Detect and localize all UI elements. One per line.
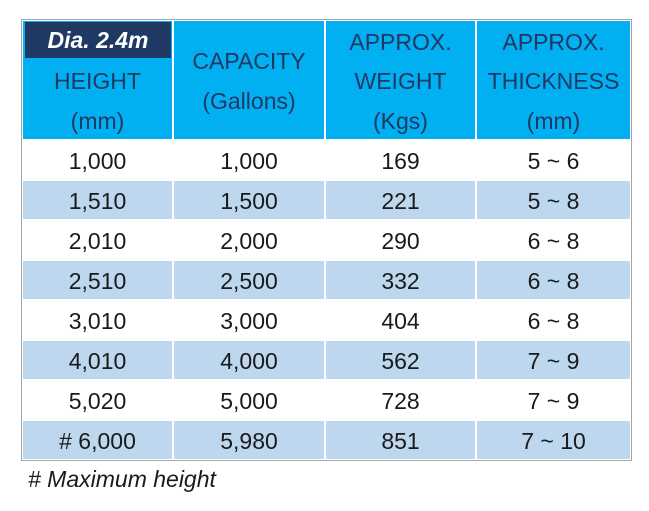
table-cell: 2,000	[173, 220, 325, 260]
table-cell: 4,000	[173, 340, 325, 380]
cell-text: 4,010	[68, 348, 127, 374]
cell-text: 1,000	[220, 148, 278, 174]
cell-text: 1,500	[220, 188, 278, 214]
table-cell: 562	[325, 340, 476, 380]
header-text: WEIGHT	[354, 68, 447, 94]
table-cell: 4,010	[22, 340, 173, 380]
table-cell: 6 ~ 8	[476, 220, 631, 260]
cell-text: 290	[381, 228, 420, 254]
diameter-label: Dia. 2.4m	[25, 22, 171, 58]
table-cell: 2,500	[173, 260, 325, 300]
table-cell: 6 ~ 8	[476, 260, 631, 300]
cell-text: 6 ~ 8	[527, 228, 580, 254]
cell-text: 7 ~ 9	[527, 348, 580, 374]
cell-text: 3,010	[68, 308, 127, 334]
table-cell: 221	[325, 180, 476, 220]
table-cell: 332	[325, 260, 476, 300]
cell-text: 2,010	[68, 228, 127, 254]
cell-text: 7 ~ 9	[527, 388, 580, 414]
table-cell: 2,510	[22, 260, 173, 300]
table-cell: 2,010	[22, 220, 173, 260]
header-text: CAPACITY	[192, 48, 306, 74]
table-cell: 1,000	[22, 140, 173, 180]
cell-text: 2,510	[68, 268, 127, 294]
table-cell: 3,010	[22, 300, 173, 340]
header-text: APPROX.	[349, 29, 452, 55]
table-cell: 404	[325, 300, 476, 340]
table-cell: 5 ~ 6	[476, 140, 631, 180]
cell-text: 5,980	[220, 428, 278, 454]
header-cell: CAPACITY (Gallons)	[173, 20, 325, 140]
header-text: (Kgs)	[373, 108, 428, 134]
header-text: (mm)	[70, 108, 125, 134]
header-text: APPROX.	[502, 29, 605, 55]
table-cell: 5,000	[173, 380, 325, 420]
header-text: (Gallons)	[202, 88, 296, 114]
table-cell: # 6,000	[22, 420, 173, 460]
table-cell: 851	[325, 420, 476, 460]
cell-text: # 6,000	[59, 428, 136, 454]
cell-text: 5 ~ 8	[527, 188, 580, 214]
cell-text: 5,000	[220, 388, 278, 414]
table-cell: 1,510	[22, 180, 173, 220]
table-cell: 728	[325, 380, 476, 420]
header-text: (mm)	[526, 108, 581, 134]
table-cell: 7 ~ 10	[476, 420, 631, 460]
header-cell: APPROX. WEIGHT (Kgs)	[325, 20, 476, 140]
table-cell: 169	[325, 140, 476, 180]
header-text: HEIGHT	[54, 68, 141, 94]
cell-text: 404	[381, 308, 420, 334]
cell-text: 1,510	[68, 188, 127, 214]
table-cell: 290	[325, 220, 476, 260]
table-cell: 6 ~ 8	[476, 300, 631, 340]
cell-text: 562	[381, 348, 420, 374]
cell-text: 728	[381, 388, 420, 414]
cell-text: 2,500	[220, 268, 278, 294]
header-text: THICKNESS	[487, 68, 620, 94]
cell-text: 1,000	[68, 148, 127, 174]
cell-text: 3,000	[220, 308, 278, 334]
cell-text: 332	[381, 268, 420, 294]
cell-text: 221	[381, 188, 420, 214]
footnote: # Maximum height	[28, 466, 216, 492]
table-cell: 3,000	[173, 300, 325, 340]
cell-text: 2,000	[220, 228, 278, 254]
cell-text: 4,000	[220, 348, 278, 374]
table-cell: 7 ~ 9	[476, 340, 631, 380]
cell-text: 6 ~ 8	[527, 268, 580, 294]
cell-text: 6 ~ 8	[527, 308, 580, 334]
header-cell: APPROX. THICKNESS (mm)	[476, 20, 631, 140]
cell-text: 5,020	[68, 388, 127, 414]
table-cell: 5 ~ 8	[476, 180, 631, 220]
table-cell: 7 ~ 9	[476, 380, 631, 420]
cell-text: 851	[381, 428, 420, 454]
cell-text: 7 ~ 10	[521, 428, 586, 454]
table-cell: 1,500	[173, 180, 325, 220]
cell-text: 169	[381, 148, 420, 174]
cell-text: 5 ~ 6	[527, 148, 580, 174]
table-cell: 5,980	[173, 420, 325, 460]
table-cell: 5,020	[22, 380, 173, 420]
table-cell: 1,000	[173, 140, 325, 180]
